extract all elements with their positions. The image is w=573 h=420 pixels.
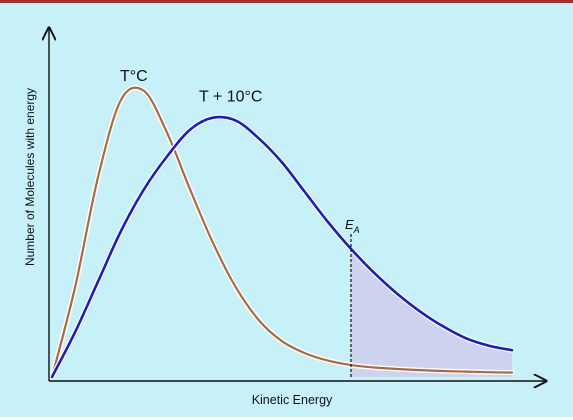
activation-energy-label: EA	[345, 217, 360, 235]
chart-svg: EA T°C T + 10°C Kinetic Energy Number of…	[23, 3, 573, 407]
series-label-t-plus-10: T + 10°C	[199, 89, 262, 106]
y-axis-label: Number of Molecules with energy	[23, 88, 37, 266]
series-line-t-plus-10	[50, 115, 514, 379]
series-layer	[49, 85, 515, 380]
shaded-region	[351, 248, 512, 377]
series-label-t: T°C	[120, 68, 148, 85]
x-axis-label: Kinetic Energy	[252, 393, 333, 407]
series-line-t	[50, 86, 514, 379]
shaded-region-layer	[351, 248, 512, 377]
